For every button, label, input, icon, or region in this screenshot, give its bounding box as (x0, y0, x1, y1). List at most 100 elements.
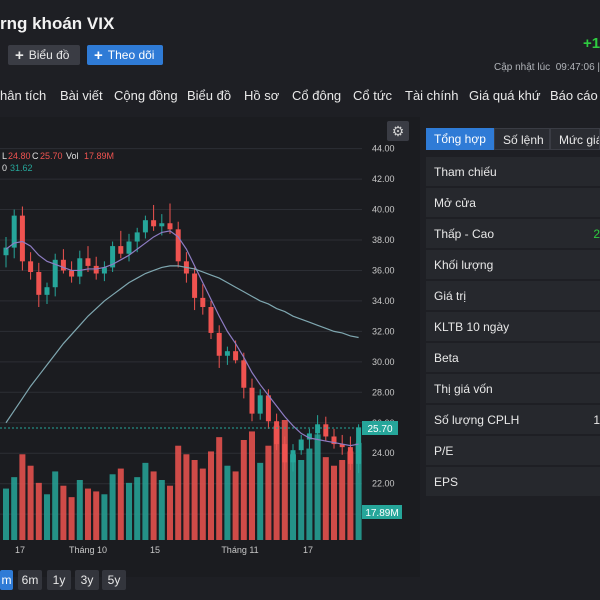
candle-body (356, 427, 362, 464)
range-3y[interactable]: 3y (75, 570, 99, 590)
volume-bar (199, 468, 206, 540)
row-shares-outstanding: Số lượng CPLH 1 (426, 405, 600, 434)
updated-time: 09:47:06 | (555, 62, 600, 73)
candle-body (85, 258, 91, 266)
y-tick-label: 22.00 (372, 479, 395, 489)
legend-ma-key: 0 (2, 163, 7, 173)
follow-button[interactable]: + Theo dõi (87, 45, 163, 65)
row-label: Thị giá vốn (434, 381, 493, 396)
tab-price-levels[interactable]: Mức giá (550, 128, 600, 150)
legend: L 24.80 C 25.70 Vol 17.89M 0 31.62 (2, 151, 114, 173)
candle-body (28, 261, 34, 272)
nav-dividends[interactable]: Cổ tức (353, 88, 393, 103)
y-tick-label: 44.00 (372, 144, 395, 154)
row-value: 1 (593, 413, 600, 427)
candle-body (101, 267, 107, 274)
candle-body (19, 215, 25, 262)
y-tick-label: 38.00 (372, 235, 395, 245)
x-tick-label: 15 (150, 545, 160, 555)
tab-orders[interactable]: Số lệnh (494, 128, 550, 150)
row-label: KLTB 10 ngày (434, 319, 510, 334)
candle-body (265, 395, 271, 422)
volume-bar (183, 454, 190, 540)
volume-bar (339, 460, 346, 540)
range-1y[interactable]: 1y (47, 570, 71, 590)
row-label: Thấp - Cao (434, 226, 495, 241)
y-tick-label: 40.00 (372, 205, 395, 215)
volume-bar (249, 431, 255, 540)
row-label: Giá trị (434, 288, 467, 303)
nav-profile[interactable]: Hồ sơ (244, 88, 280, 103)
legend-low-key: L (2, 151, 7, 161)
y-tick-label: 36.00 (372, 265, 395, 275)
row-label: Mở cửa (434, 195, 476, 210)
plus-icon: + (94, 46, 103, 64)
volume-bar (11, 477, 18, 540)
nav-articles[interactable]: Bài viết (60, 88, 103, 103)
candle-body (167, 223, 173, 230)
follow-label: Theo dõi (107, 48, 155, 62)
volume-bar (208, 451, 214, 540)
candle-body (134, 232, 140, 242)
gear-icon[interactable]: ⚙ (387, 121, 409, 141)
volume-bar (93, 491, 100, 540)
volume-bar (175, 445, 182, 540)
price-chart[interactable]: 44.00 42.00 40.00 38.00 36.00 34.00 32.00 30.00… (0, 117, 420, 577)
nav-community[interactable]: Cộng đồng (114, 88, 178, 103)
volume-bar (35, 482, 42, 540)
volume-bar (322, 457, 329, 540)
range-5y[interactable]: 5y (102, 570, 126, 590)
row-avg-volume-10d: KLTB 10 ngày (426, 312, 600, 341)
volume-bar (232, 471, 239, 540)
volume-bar (101, 494, 108, 540)
candle-body (339, 444, 345, 448)
volume-bar (224, 465, 231, 540)
candle-body (208, 307, 214, 333)
volume-bar (134, 477, 141, 540)
row-label: Số lượng CPLH (434, 412, 520, 427)
price-change: +1 (583, 35, 600, 52)
legend-close-value: 25.70 (40, 151, 63, 161)
nav-history[interactable]: Giá quá khứ (469, 88, 541, 103)
y-tick-label: 42.00 (372, 174, 395, 184)
volume-bar (298, 460, 305, 540)
current-volume-label: 17.89M (365, 508, 398, 519)
candle-body (93, 265, 99, 274)
row-label: Tham chiếu (434, 164, 497, 179)
row-market-cap: Thị giá vốn (426, 374, 600, 403)
volume-bar (150, 471, 157, 540)
volume-bar (52, 471, 59, 540)
nav-reports[interactable]: Báo cáo (550, 88, 598, 103)
add-chart-button[interactable]: + Biểu đồ (8, 45, 80, 65)
nav-chart[interactable]: Biểu đồ (187, 88, 232, 103)
volume-bar (355, 442, 362, 540)
current-price-tag (362, 421, 398, 435)
volume-bar (273, 425, 280, 540)
candle-body (224, 351, 230, 356)
x-tick-label: 17 (15, 545, 25, 555)
volume-bar (27, 465, 34, 540)
volume-bar (314, 434, 321, 540)
candle-body (151, 220, 157, 227)
current-volume-tag (362, 505, 402, 519)
y-tick-label: 24.00 (372, 448, 395, 458)
row-pe: P/E (426, 436, 600, 465)
plus-icon: + (15, 46, 24, 64)
tab-summary[interactable]: Tổng hợp (426, 128, 494, 150)
nav-financials[interactable]: Tài chính (405, 88, 459, 103)
nav-analysis[interactable]: hân tích (0, 88, 47, 103)
range-3m[interactable]: m (0, 570, 13, 590)
candle-body (233, 351, 239, 361)
candle-body (110, 246, 116, 268)
nav-shareholders[interactable]: Cổ đông (292, 88, 342, 103)
volume-bar (126, 482, 132, 540)
volume-bar (60, 485, 67, 540)
volume-bar (44, 494, 50, 540)
y-tick-label: 34.00 (372, 296, 395, 306)
range-6m[interactable]: 6m (18, 570, 42, 590)
candle-body (274, 421, 280, 445)
candle-body (159, 223, 165, 227)
volume-bar (191, 460, 198, 540)
volume-bar (216, 437, 223, 540)
legend-vol-value: 17.89M (84, 151, 114, 161)
